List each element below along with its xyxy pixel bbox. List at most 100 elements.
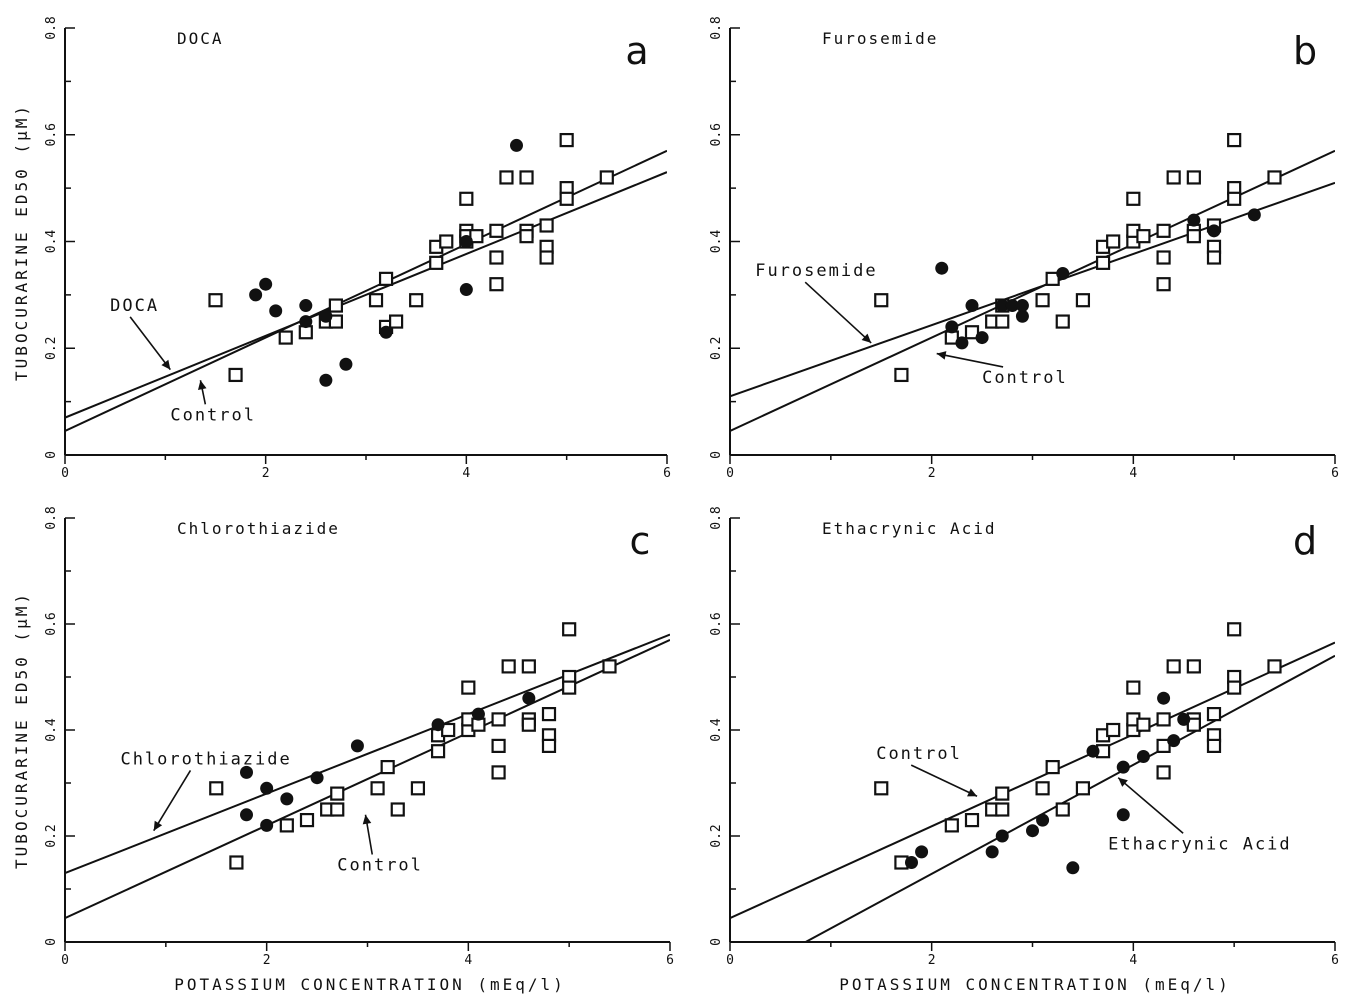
panel-c: 0 2 4 6 0 0.2 0.4 0.6 0.8 Chlorothiazide Control Ch… (44, 506, 674, 968)
control-point (1055, 802, 1070, 817)
treated-point (1086, 744, 1100, 758)
control-point (378, 271, 394, 286)
regression-line-control (730, 641, 1335, 920)
treated-point (319, 309, 333, 323)
panel-title: Ethacrynic Acid (822, 519, 997, 538)
regression-line-control (65, 638, 670, 920)
control-point (894, 367, 909, 383)
treated-point (1116, 760, 1130, 774)
control-point (874, 781, 889, 796)
control-point (1206, 706, 1222, 722)
treated-point (259, 277, 273, 291)
treated-point (319, 373, 333, 387)
treated-point (905, 856, 918, 869)
control-point (1126, 191, 1141, 206)
control-point (429, 255, 444, 270)
control-point (874, 293, 889, 308)
control-point (499, 170, 514, 185)
arrowhead (1118, 777, 1128, 787)
control-point (562, 680, 577, 695)
control-point (995, 802, 1010, 817)
y-tick-label: 0.2 (709, 824, 724, 847)
annotation-arrow (129, 316, 171, 371)
panel-d: 0 2 4 6 0 0.2 0.4 0.6 0.8 Control Ethacrynic Acid E… (709, 506, 1339, 968)
annotation-arrow (153, 770, 192, 832)
panel-b: 0 2 4 6 0 0.2 0.4 0.6 0.8 Furosemide Control Furose… (709, 16, 1339, 481)
treated-point (1167, 734, 1181, 748)
control-point (1206, 738, 1222, 754)
control-point (489, 277, 504, 292)
annotation-label: Control (982, 368, 1068, 388)
annotation-label: Control (170, 405, 256, 425)
control-point (562, 622, 577, 637)
treated-point (985, 845, 999, 859)
control-point (964, 325, 980, 340)
x-tick-label: 4 (464, 953, 472, 968)
control-point (1227, 622, 1242, 637)
control-point (1206, 250, 1222, 265)
control-point (441, 722, 456, 738)
control-point (299, 812, 315, 828)
y-axis-label-bottom: TUBOCURARINE ED50 (μM) (12, 591, 31, 869)
control-point (1156, 765, 1171, 780)
treated-point (915, 845, 929, 859)
y-tick-label: 0.8 (709, 506, 724, 529)
treated-point (955, 336, 969, 350)
x-tick-label: 6 (666, 953, 674, 968)
control-point (208, 293, 223, 308)
control-point (491, 712, 506, 727)
treated-point (1207, 224, 1221, 238)
treated-point (249, 288, 263, 302)
treated-point (995, 299, 1009, 313)
treated-point (1036, 813, 1050, 827)
arrowhead (362, 814, 372, 825)
y-axis-label-top: TUBOCURARINE ED50 (μM) (12, 103, 31, 381)
annotation-arrow (1117, 777, 1184, 834)
control-point (1035, 781, 1050, 796)
arrowhead (967, 788, 978, 797)
control-point (389, 314, 404, 329)
control-point (489, 250, 504, 265)
control-point (278, 330, 293, 345)
control-point (1267, 170, 1282, 185)
x-tick-label: 0 (61, 953, 69, 968)
y-tick-label: 0.4 (44, 718, 59, 742)
control-point (521, 717, 536, 732)
control-point (1045, 271, 1060, 286)
y-tick-label: 0.4 (709, 230, 724, 254)
y-tick-label: 0.2 (44, 824, 59, 847)
treated-point (935, 261, 949, 275)
y-tick-label: 0.6 (709, 612, 724, 635)
control-point (1267, 659, 1282, 674)
control-point (521, 659, 536, 674)
control-point (229, 855, 244, 870)
control-point (330, 786, 345, 801)
control-point (489, 223, 504, 238)
control-point (370, 781, 385, 796)
control-point (1227, 191, 1242, 206)
control-point (1095, 255, 1111, 270)
x-tick-label: 4 (462, 466, 470, 481)
treated-point (1066, 861, 1080, 875)
arrowhead (153, 820, 163, 831)
control-point (559, 132, 574, 148)
panel-letter: c (630, 519, 651, 563)
panel-title: Furosemide (822, 29, 938, 48)
control-point (541, 706, 557, 722)
control-point (1126, 680, 1141, 695)
treated-point (1015, 299, 1029, 313)
control-point (1156, 712, 1171, 727)
y-tick-label: 0.8 (44, 16, 59, 39)
x-axis-label-right: POTASSIUM CONCENTRATION (mEq/l) (839, 975, 1231, 994)
y-tick-label: 0.6 (44, 612, 59, 635)
y-tick-label: 0.4 (709, 718, 724, 742)
control-point (944, 818, 959, 833)
control-point (368, 293, 384, 308)
y-tick-label: 0.8 (44, 506, 59, 529)
treated-point (459, 283, 473, 297)
panel-title: DOCA (177, 29, 224, 48)
control-point (330, 802, 345, 817)
control-point (1227, 132, 1242, 148)
control-point (461, 680, 476, 695)
control-point (1186, 170, 1201, 185)
